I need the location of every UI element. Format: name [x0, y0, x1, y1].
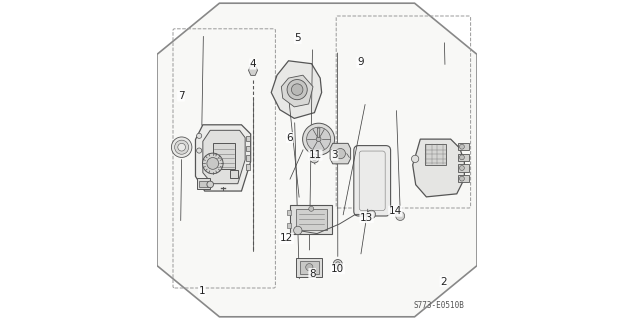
- Bar: [295, 209, 327, 230]
- Circle shape: [335, 262, 340, 266]
- Bar: [246, 136, 250, 141]
- Text: 10: 10: [331, 264, 344, 274]
- Text: 1: 1: [198, 286, 205, 296]
- Text: 8: 8: [309, 268, 316, 279]
- Bar: [199, 181, 209, 188]
- Circle shape: [309, 206, 314, 211]
- Circle shape: [197, 133, 202, 139]
- Circle shape: [174, 140, 189, 154]
- Circle shape: [306, 264, 313, 271]
- Circle shape: [207, 181, 214, 188]
- Bar: [287, 223, 291, 228]
- Polygon shape: [157, 3, 477, 317]
- Circle shape: [307, 127, 330, 151]
- Text: 2: 2: [440, 276, 447, 287]
- Circle shape: [292, 84, 303, 95]
- Bar: [290, 205, 332, 234]
- Circle shape: [367, 210, 375, 219]
- Polygon shape: [330, 143, 351, 164]
- Bar: [458, 143, 469, 150]
- Bar: [213, 143, 235, 169]
- Circle shape: [302, 123, 335, 155]
- Bar: [425, 144, 446, 165]
- Circle shape: [333, 260, 342, 268]
- Bar: [287, 211, 291, 215]
- Polygon shape: [195, 125, 250, 191]
- Circle shape: [294, 226, 302, 235]
- Polygon shape: [249, 65, 257, 76]
- Text: 6: 6: [287, 132, 293, 143]
- Text: 4: 4: [250, 59, 256, 69]
- Text: 5: 5: [294, 33, 301, 44]
- Circle shape: [178, 143, 186, 151]
- Circle shape: [310, 154, 319, 163]
- Circle shape: [197, 148, 202, 153]
- Bar: [296, 258, 322, 276]
- Polygon shape: [413, 139, 464, 197]
- Polygon shape: [203, 130, 245, 184]
- Circle shape: [316, 137, 321, 142]
- Circle shape: [460, 165, 464, 171]
- Circle shape: [207, 157, 219, 169]
- Circle shape: [460, 176, 464, 181]
- Text: 12: 12: [280, 233, 293, 244]
- Circle shape: [202, 153, 223, 174]
- Bar: [246, 155, 250, 161]
- Polygon shape: [318, 128, 320, 138]
- Polygon shape: [281, 75, 313, 107]
- Circle shape: [460, 155, 464, 160]
- Text: 13: 13: [360, 212, 373, 223]
- Bar: [458, 154, 469, 161]
- Circle shape: [335, 148, 346, 159]
- Circle shape: [411, 155, 419, 163]
- Bar: [246, 164, 250, 170]
- Circle shape: [460, 144, 464, 149]
- Circle shape: [171, 137, 192, 157]
- Bar: [458, 175, 469, 182]
- FancyBboxPatch shape: [354, 146, 391, 216]
- Bar: [458, 164, 469, 172]
- Text: S773-E0510B: S773-E0510B: [413, 301, 464, 310]
- Circle shape: [312, 156, 316, 161]
- Text: 9: 9: [357, 57, 363, 68]
- Bar: [300, 261, 319, 274]
- Circle shape: [287, 79, 307, 100]
- Text: 14: 14: [389, 206, 402, 216]
- Bar: [246, 146, 250, 151]
- Text: 11: 11: [309, 150, 322, 160]
- Text: 3: 3: [332, 150, 338, 160]
- Bar: [197, 178, 210, 189]
- Text: 7: 7: [178, 91, 184, 101]
- Polygon shape: [271, 61, 321, 118]
- Circle shape: [396, 212, 404, 220]
- Bar: [230, 170, 238, 178]
